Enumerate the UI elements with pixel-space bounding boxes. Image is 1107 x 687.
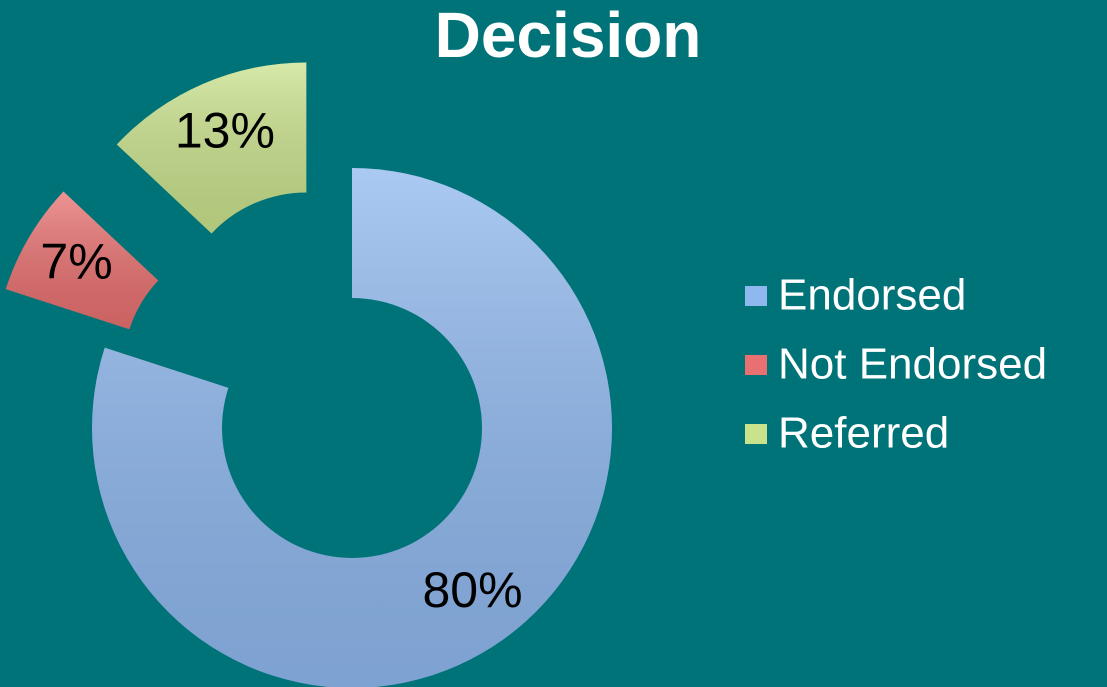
legend-swatch [745, 424, 767, 444]
slice-shade [92, 168, 612, 687]
legend-label: Not Endorsed [778, 340, 1047, 389]
data-label: 80% [422, 562, 522, 618]
legend-label: Referred [778, 409, 949, 458]
chart-title: Decision [435, 0, 702, 71]
slice-shade [116, 62, 307, 234]
data-label: 13% [175, 103, 275, 159]
slice-shade [5, 191, 159, 330]
legend-label: Endorsed [778, 271, 966, 320]
legend-swatch [745, 355, 767, 375]
legend-swatch [745, 286, 767, 306]
data-label: 7% [40, 233, 112, 289]
